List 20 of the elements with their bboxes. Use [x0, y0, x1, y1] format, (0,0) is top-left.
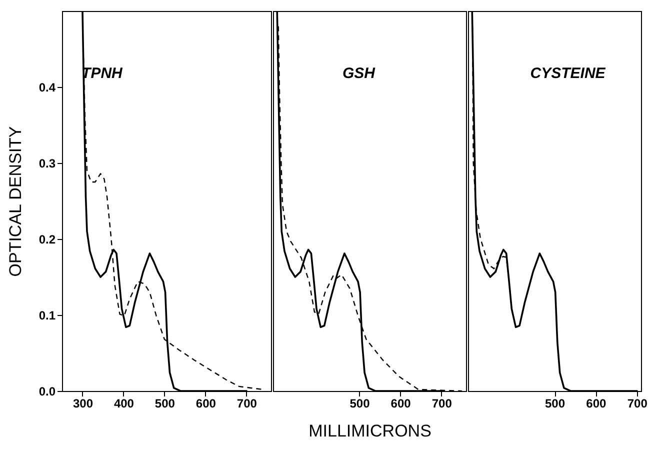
text: CYSTEINE: [530, 65, 606, 82]
y-tick-label: 0.0: [38, 384, 56, 398]
x-tick-label: 400: [114, 396, 134, 410]
y-tick-label: 0.2: [38, 232, 56, 246]
x-tick-label: 600: [196, 396, 216, 410]
y-axis-title: OPTICAL DENSITY: [6, 126, 25, 277]
x-tick-label: 700: [627, 396, 648, 410]
x-tick-label: 700: [432, 396, 452, 410]
x-tick-label: 600: [390, 396, 412, 410]
x-tick-label: 600: [586, 396, 607, 410]
text: GSH: [342, 65, 376, 82]
x-tick-label: 500: [544, 396, 566, 410]
y-tick-label: 0.4: [38, 80, 56, 94]
x-tick-label: 500: [350, 396, 370, 410]
x-tick-label: 300: [72, 396, 94, 410]
x-tick-label: 500: [154, 396, 176, 410]
x-tick-label: 700: [236, 396, 258, 410]
y-tick-label: 0.1: [38, 308, 56, 322]
x-axis-title: MILLIMICRONS: [308, 422, 432, 440]
y-tick-label: 0.3: [38, 156, 56, 170]
